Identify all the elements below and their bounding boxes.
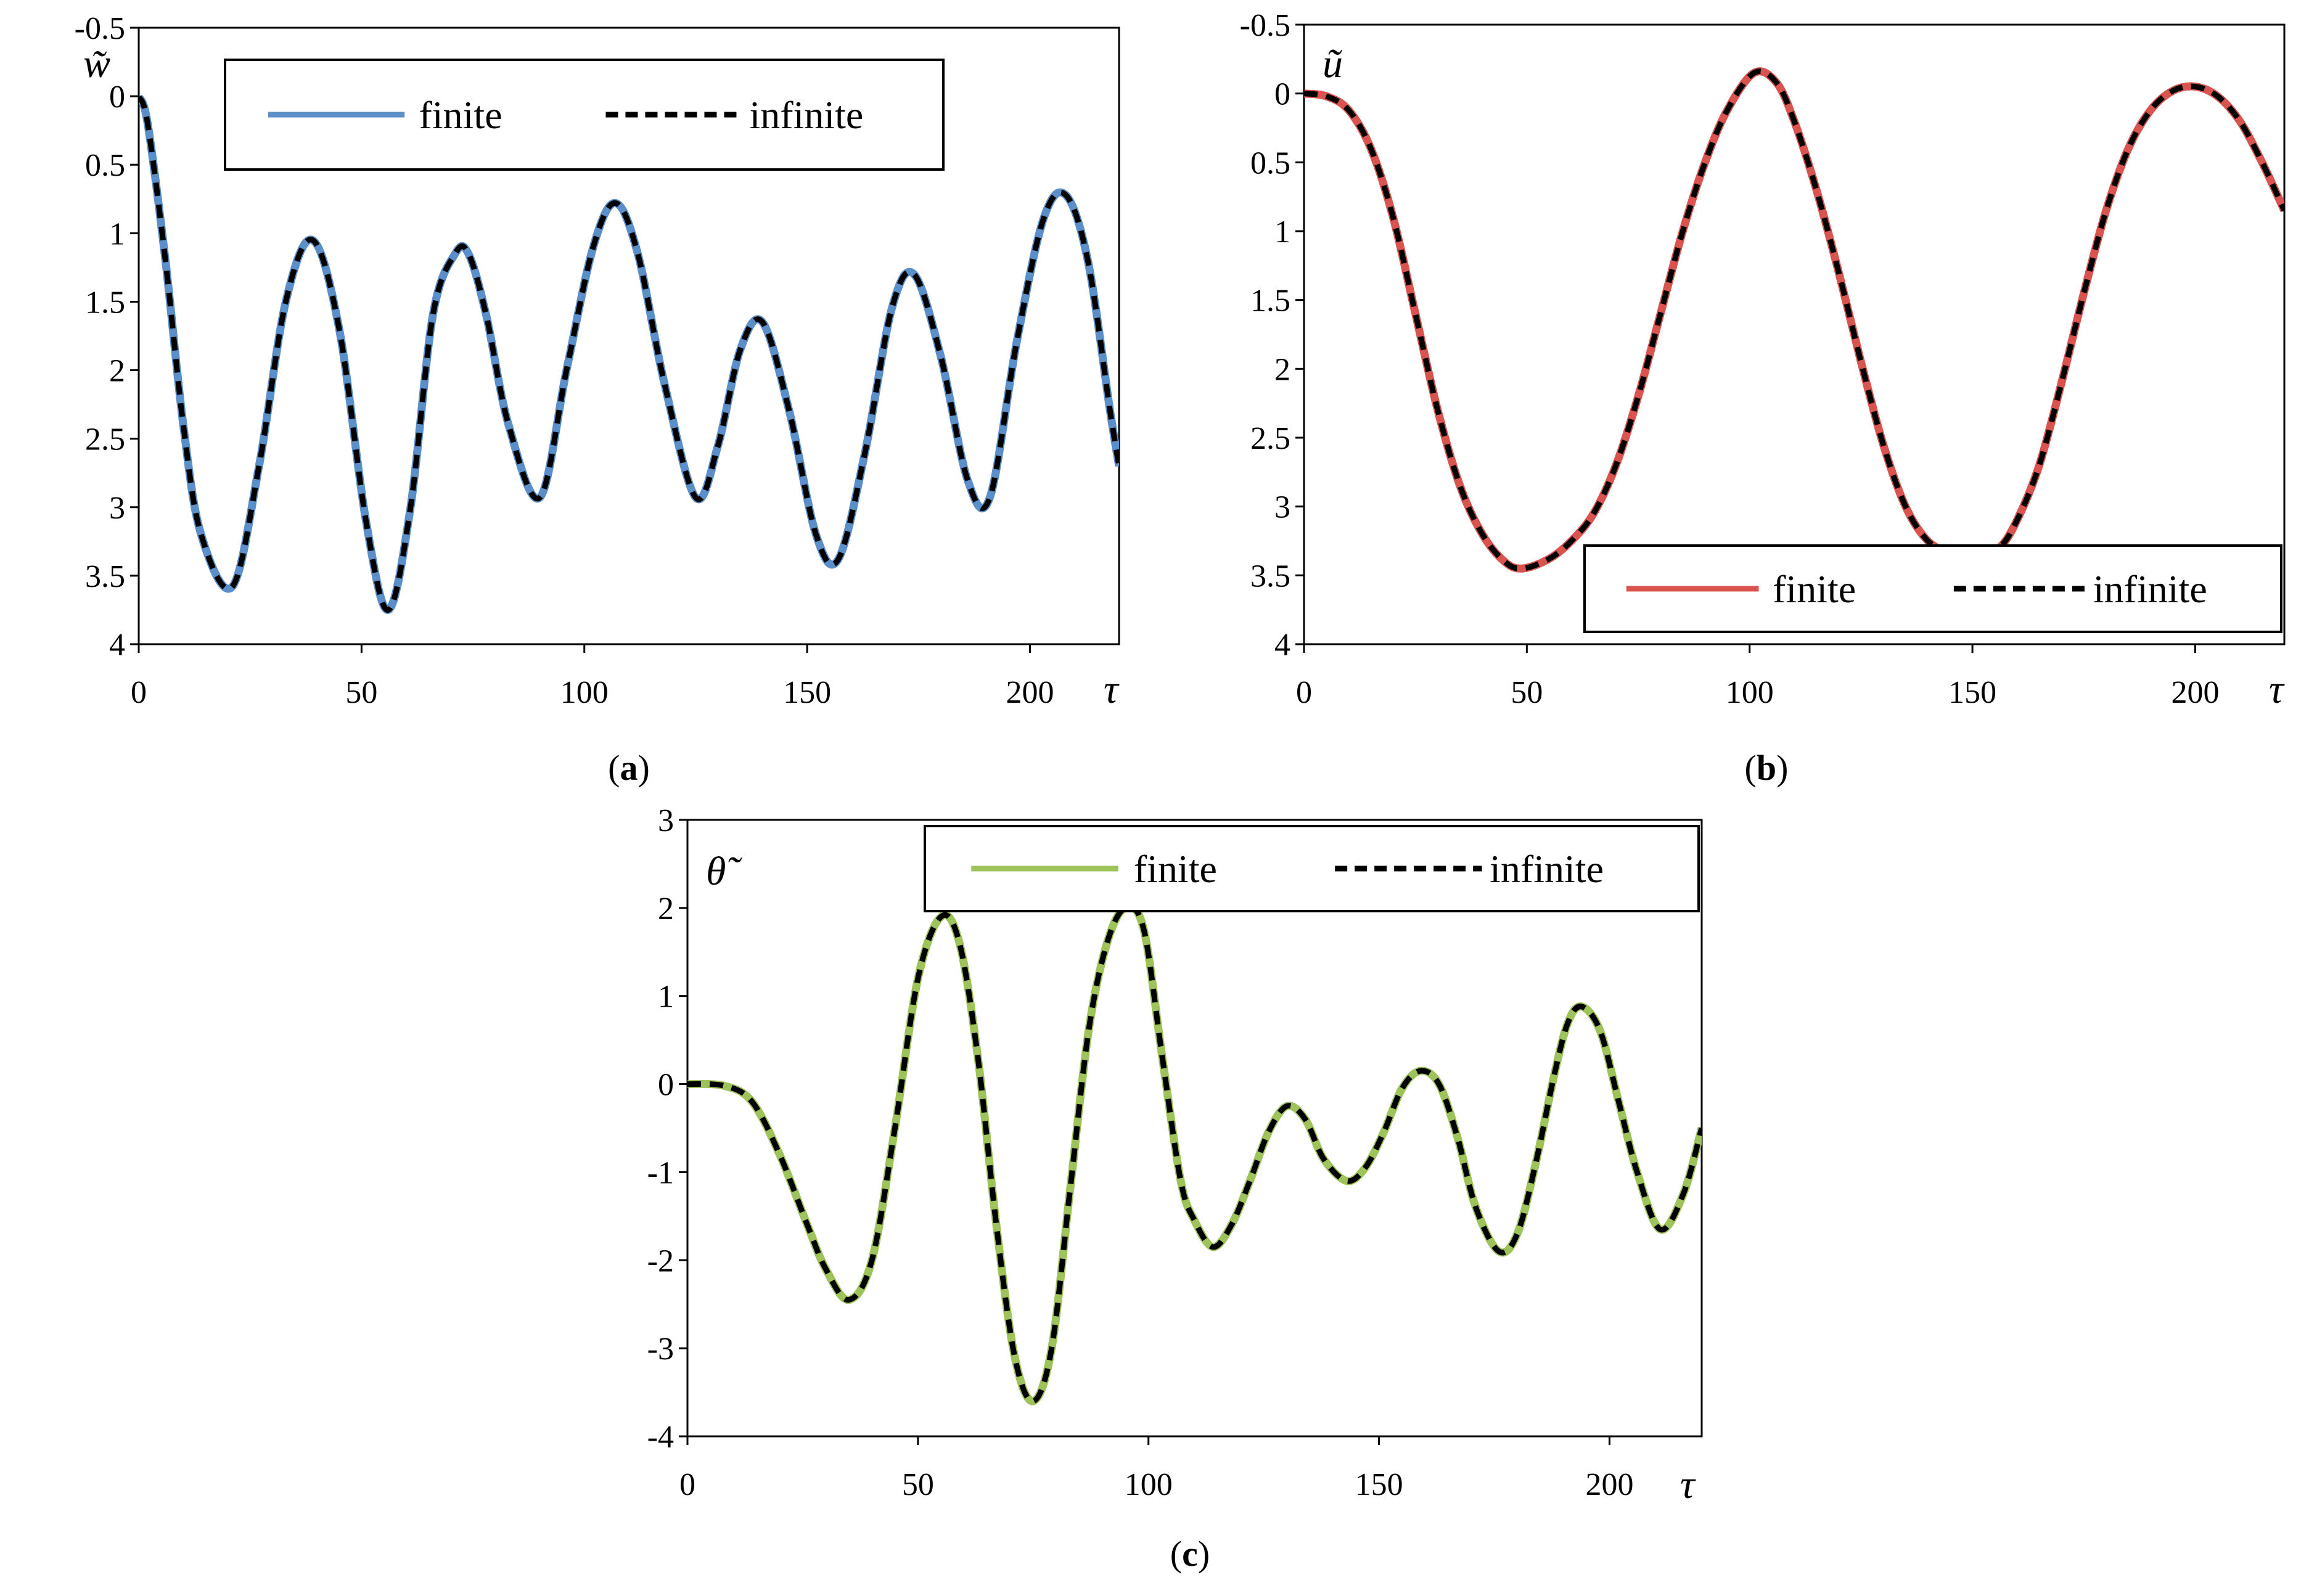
y-tick-label: 0 [1274, 77, 1290, 112]
x-axis-label: τ [1104, 667, 1120, 712]
series-line-infinite [687, 904, 1702, 1404]
x-tick-label: 0 [131, 675, 147, 710]
x-tick-label: 150 [1355, 1467, 1403, 1502]
y-tick-label: 3 [109, 491, 125, 526]
x-tick-label: 100 [1726, 675, 1774, 710]
legend-label-infinite: infinite [1490, 847, 1604, 891]
series-line-finite [687, 902, 1702, 1406]
x-tick-label: 200 [1585, 1467, 1633, 1502]
x-tick-label: 0 [679, 1467, 695, 1502]
y-tick-label: 0.5 [85, 148, 125, 183]
y-tick-label: 1.5 [1250, 284, 1290, 319]
series-line-infinite [1304, 68, 2284, 571]
series-line-finite [139, 94, 1119, 614]
y-tick-label: 3.5 [85, 559, 125, 594]
panel-caption: (b) [1745, 748, 1789, 788]
y-tick-label: 4 [1274, 628, 1290, 663]
series-line-infinite [139, 95, 1119, 613]
x-axis-label: τ [2269, 667, 2285, 712]
y-tick-label: 4 [109, 628, 125, 663]
y-tick-label: -0.5 [75, 11, 125, 46]
y-tick-label: 2.5 [1250, 421, 1290, 456]
y-tick-label: -2 [647, 1243, 674, 1279]
plot-frame [137, 27, 1120, 645]
x-tick-label: 200 [2171, 675, 2219, 710]
x-tick-label: 150 [783, 675, 831, 710]
x-tick-label: 100 [560, 675, 609, 710]
panel-caption: (c) [1170, 1534, 1210, 1574]
y-tick-label: 2 [658, 891, 674, 927]
y-tick-label: 3.5 [1250, 559, 1290, 594]
y-tick-label: 2 [1274, 352, 1290, 387]
x-tick-label: 50 [902, 1467, 934, 1502]
y-tick-label: -3 [647, 1332, 674, 1367]
legend-label-finite: finite [419, 93, 502, 137]
y-axis-label: w̃ [83, 41, 110, 86]
legend-label-infinite: infinite [2093, 567, 2207, 611]
y-tick-label: 2 [109, 354, 125, 389]
panel-caption: (a) [608, 748, 650, 788]
plot-frame [1303, 23, 2286, 645]
y-tick-label: 1 [658, 980, 674, 1015]
y-tick-label: 1.5 [85, 285, 125, 320]
legend-label-finite: finite [1773, 567, 1856, 611]
y-tick-label: -1 [647, 1155, 674, 1190]
y-axis-label: ũ [1323, 41, 1343, 86]
y-tick-label: 3 [658, 803, 674, 838]
x-tick-label: 50 [345, 675, 377, 710]
y-tick-label: 0.5 [1250, 145, 1290, 181]
y-tick-label: 1 [1274, 215, 1290, 250]
x-tick-label: 50 [1511, 675, 1543, 710]
x-tick-label: 200 [1006, 675, 1054, 710]
y-tick-label: 3 [1274, 490, 1290, 525]
y-axis-label: θ̃ [706, 849, 742, 894]
y-tick-label: 0 [109, 80, 125, 115]
series-line-finite [1304, 67, 2284, 573]
legend-label-infinite: infinite [749, 93, 863, 137]
y-tick-label: 2.5 [85, 422, 125, 457]
y-tick-label: -0.5 [1240, 8, 1290, 43]
y-tick-label: 0 [658, 1068, 674, 1103]
x-tick-label: 0 [1296, 675, 1312, 710]
x-tick-label: 150 [1948, 675, 1996, 710]
y-tick-label: -4 [647, 1420, 674, 1455]
x-tick-label: 100 [1125, 1467, 1173, 1502]
x-axis-label: τ [1680, 1462, 1696, 1507]
legend-label-finite: finite [1134, 847, 1217, 891]
y-tick-label: 1 [109, 216, 125, 252]
